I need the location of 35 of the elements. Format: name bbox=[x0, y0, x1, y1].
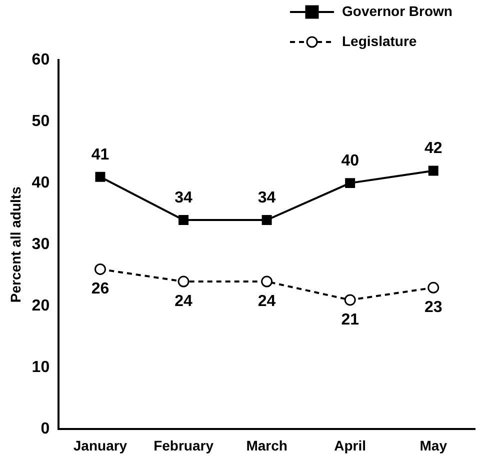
y-axis-title: Percent all adults bbox=[7, 186, 24, 303]
point bbox=[262, 214, 272, 225]
data-label: 34 bbox=[258, 189, 276, 206]
data-label: 24 bbox=[258, 292, 276, 310]
y-tick-label: 10 bbox=[32, 359, 50, 376]
x-tick-label: January bbox=[73, 437, 128, 454]
y-tick-label: 0 bbox=[40, 420, 50, 438]
data-label: 26 bbox=[91, 280, 110, 298]
point bbox=[178, 276, 190, 288]
legend-label: Legislature bbox=[342, 32, 417, 49]
legend-label: Governor Brown bbox=[342, 2, 452, 19]
point bbox=[94, 263, 106, 275]
point bbox=[345, 178, 356, 188]
point bbox=[95, 172, 106, 182]
data-label: 42 bbox=[424, 140, 442, 158]
point bbox=[428, 166, 438, 176]
y-tick-label: 60 bbox=[32, 51, 50, 68]
x-tick-label: February bbox=[154, 437, 214, 454]
x-tick-label: April bbox=[334, 437, 366, 454]
data-label: 23 bbox=[424, 299, 442, 316]
x-tick-label: March bbox=[246, 437, 288, 454]
point bbox=[344, 294, 356, 306]
data-label: 24 bbox=[174, 292, 193, 310]
point bbox=[261, 276, 273, 288]
y-tick-label: 20 bbox=[32, 298, 50, 315]
data-label: 34 bbox=[174, 189, 193, 206]
data-label: 41 bbox=[91, 146, 110, 164]
x-tick-label: May bbox=[420, 437, 448, 454]
y-tick-label: 50 bbox=[32, 112, 50, 130]
data-label: 21 bbox=[341, 311, 360, 328]
point bbox=[178, 214, 189, 225]
data-label: 40 bbox=[341, 152, 360, 170]
y-tick-label: 30 bbox=[32, 236, 50, 254]
y-tick-label: 40 bbox=[32, 174, 50, 192]
point bbox=[428, 282, 440, 294]
